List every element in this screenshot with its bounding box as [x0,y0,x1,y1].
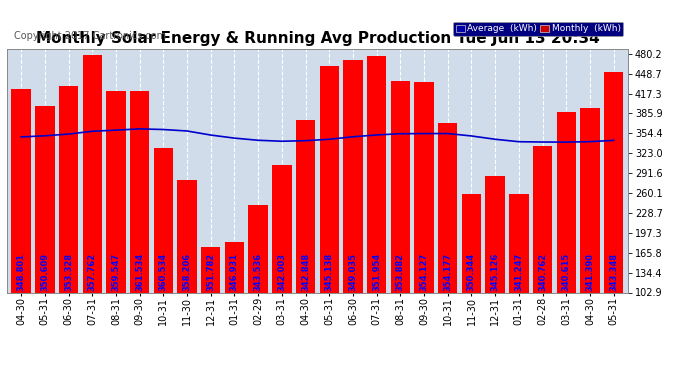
Bar [106,91,126,292]
Bar [12,89,31,292]
Bar [248,204,268,292]
Text: 360.534: 360.534 [159,253,168,291]
Bar [509,194,529,292]
Text: 348.801: 348.801 [17,253,26,291]
Text: 340.762: 340.762 [538,253,547,291]
Bar [414,82,434,292]
Bar [201,247,221,292]
Bar [154,148,173,292]
Text: 361.534: 361.534 [135,253,144,291]
Bar [35,106,55,292]
Bar [604,72,623,292]
Text: 350.344: 350.344 [467,253,476,291]
Text: 349.035: 349.035 [348,253,357,291]
Bar [272,165,292,292]
Text: 351.782: 351.782 [206,253,215,291]
Text: 343.536: 343.536 [254,253,263,291]
Bar [83,55,102,292]
Text: 341.390: 341.390 [586,253,595,291]
Bar [59,86,78,292]
Bar [391,81,410,292]
Text: 350.609: 350.609 [40,253,49,291]
Text: 340.615: 340.615 [562,253,571,291]
Text: 358.206: 358.206 [183,253,192,291]
Bar [225,242,244,292]
Bar [580,108,600,292]
Bar [533,146,552,292]
Text: Copyright 2017 Cartronics.com: Copyright 2017 Cartronics.com [14,32,166,41]
Title: Monthly Solar Energy & Running Avg Production Tue Jun 13 20:34: Monthly Solar Energy & Running Avg Produ… [35,31,600,46]
Text: 345.126: 345.126 [491,253,500,291]
Bar [343,60,363,292]
Bar [438,123,457,292]
Text: 346.931: 346.931 [230,253,239,291]
Bar [462,194,481,292]
Text: 359.547: 359.547 [111,253,121,291]
Bar [296,120,315,292]
Text: 342.848: 342.848 [301,253,310,291]
Text: 354.127: 354.127 [420,253,428,291]
Text: 354.177: 354.177 [443,253,452,291]
Text: 342.003: 342.003 [277,253,286,291]
Text: 353.328: 353.328 [64,253,73,291]
Text: 341.247: 341.247 [514,253,524,291]
Bar [177,180,197,292]
Text: 357.762: 357.762 [88,253,97,291]
Bar [557,112,576,292]
Bar [130,91,149,292]
Text: 343.348: 343.348 [609,253,618,291]
Text: 353.882: 353.882 [396,253,405,291]
Text: 351.954: 351.954 [372,253,381,291]
Text: 345.138: 345.138 [325,253,334,291]
Legend: Average  (kWh), Monthly  (kWh): Average (kWh), Monthly (kWh) [453,22,623,36]
Bar [486,176,505,292]
Bar [319,66,339,292]
Bar [367,57,386,292]
